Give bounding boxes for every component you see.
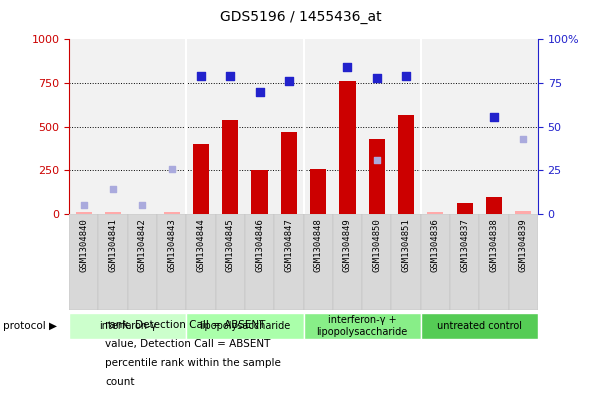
Text: GSM1304841: GSM1304841 [109, 218, 118, 272]
Bar [216, 214, 245, 310]
Point [138, 202, 147, 209]
Bar [99, 214, 127, 310]
Point [519, 136, 528, 142]
Point [343, 64, 352, 70]
Text: interferon-γ: interferon-γ [99, 321, 156, 331]
Text: protocol ▶: protocol ▶ [3, 321, 57, 331]
Bar [186, 214, 216, 310]
Text: percentile rank within the sample: percentile rank within the sample [105, 358, 281, 368]
Bar [222, 120, 239, 214]
Bar [76, 213, 92, 214]
Text: GSM1304838: GSM1304838 [489, 218, 498, 272]
Text: untreated control: untreated control [437, 321, 522, 331]
Point [255, 88, 264, 95]
Text: GSM1304845: GSM1304845 [226, 218, 235, 272]
Text: value, Detection Call = ABSENT: value, Detection Call = ABSENT [105, 339, 270, 349]
Bar [450, 214, 480, 310]
Point [196, 73, 206, 79]
Bar [508, 214, 538, 310]
Bar [251, 171, 267, 214]
Point [489, 114, 499, 120]
Text: interferon-γ +
lipopolysaccharide: interferon-γ + lipopolysaccharide [317, 316, 407, 337]
Bar [421, 313, 538, 340]
Bar [362, 214, 391, 310]
Point [284, 78, 294, 84]
Bar [157, 214, 186, 310]
Text: GSM1304837: GSM1304837 [460, 218, 469, 272]
Text: GSM1304839: GSM1304839 [519, 218, 528, 272]
Bar [340, 81, 356, 214]
Bar [333, 214, 362, 310]
Text: GSM1304846: GSM1304846 [255, 218, 264, 272]
Text: GSM1304842: GSM1304842 [138, 218, 147, 272]
Bar [421, 214, 450, 310]
Bar [310, 169, 326, 214]
Bar [186, 313, 304, 340]
Point [372, 157, 382, 163]
Bar [193, 144, 209, 214]
Bar [398, 114, 414, 214]
Bar [304, 313, 421, 340]
Text: GSM1304850: GSM1304850 [372, 218, 381, 272]
Bar [69, 313, 186, 340]
Bar [69, 214, 99, 310]
Bar [427, 213, 444, 214]
Text: rank, Detection Call = ABSENT: rank, Detection Call = ABSENT [105, 320, 266, 330]
Text: lipopolysaccharide: lipopolysaccharide [200, 321, 290, 331]
Bar [515, 211, 531, 214]
Point [79, 202, 88, 208]
Text: GSM1304836: GSM1304836 [431, 218, 440, 272]
Bar [457, 203, 473, 214]
Bar [128, 214, 157, 310]
Point [108, 185, 118, 192]
Bar [304, 214, 333, 310]
Point [167, 165, 177, 172]
Text: count: count [105, 377, 135, 387]
Bar [105, 211, 121, 214]
Bar [368, 139, 385, 214]
Bar [486, 196, 502, 214]
Text: GSM1304844: GSM1304844 [197, 218, 206, 272]
Text: GSM1304840: GSM1304840 [79, 218, 88, 272]
Text: GSM1304851: GSM1304851 [401, 218, 410, 272]
Text: GDS5196 / 1455436_at: GDS5196 / 1455436_at [220, 10, 381, 24]
Text: GSM1304848: GSM1304848 [314, 218, 323, 272]
Bar [391, 214, 421, 310]
Bar [163, 213, 180, 214]
Point [225, 73, 235, 79]
Bar [245, 214, 274, 310]
Text: GSM1304843: GSM1304843 [167, 218, 176, 272]
Bar [480, 214, 508, 310]
Point [401, 73, 411, 79]
Text: GSM1304849: GSM1304849 [343, 218, 352, 272]
Bar [281, 132, 297, 214]
Text: GSM1304847: GSM1304847 [284, 218, 293, 272]
Bar [274, 214, 304, 310]
Point [372, 75, 382, 81]
